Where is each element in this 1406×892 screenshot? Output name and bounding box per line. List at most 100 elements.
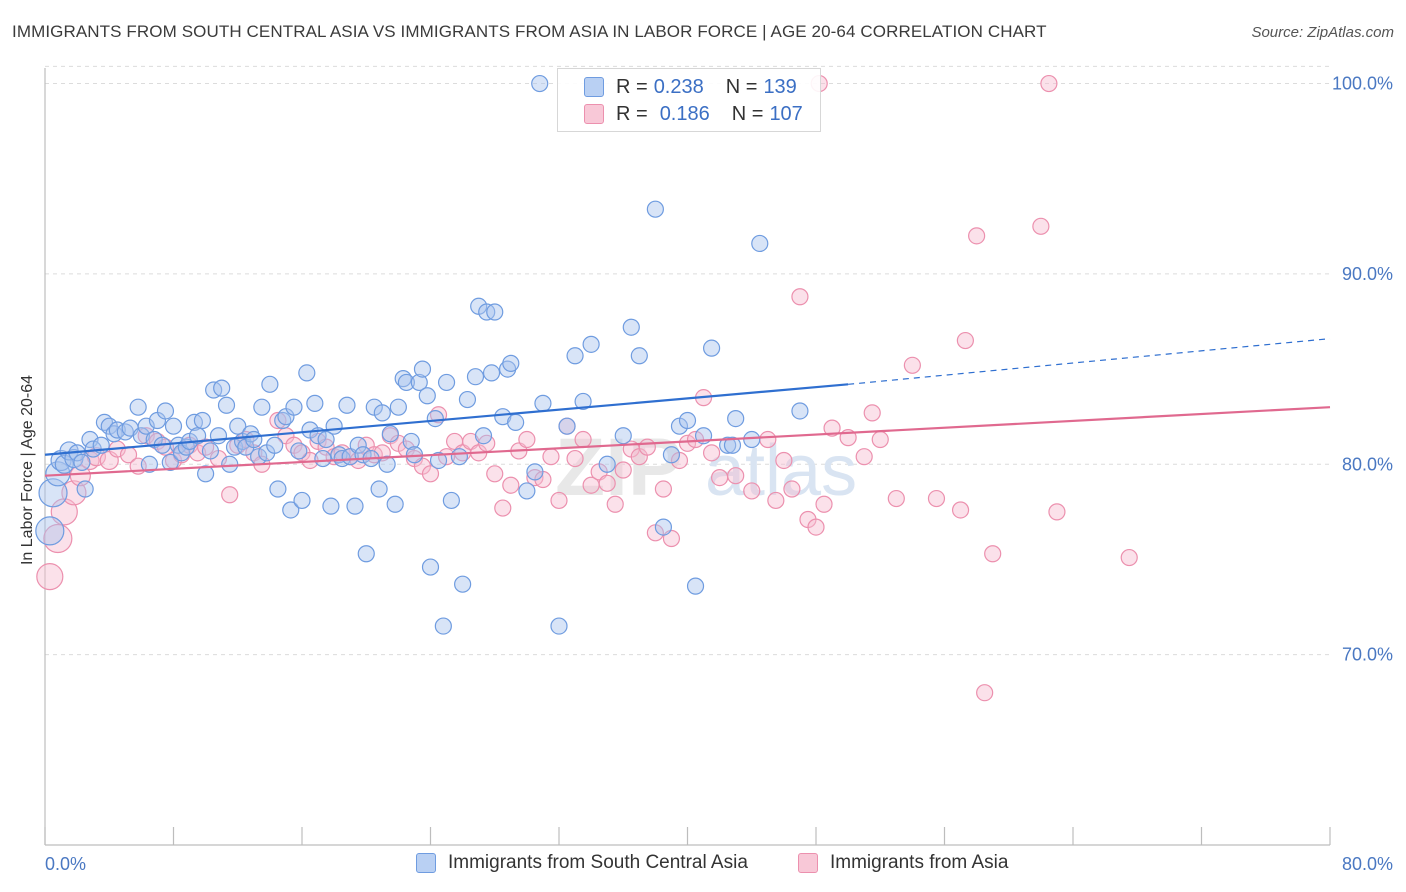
data-point-south-central-asia xyxy=(526,463,544,481)
data-point-south-central-asia xyxy=(346,497,364,515)
data-point-south-central-asia xyxy=(426,409,444,428)
data-point-south-central-asia xyxy=(76,480,94,498)
data-point-asia xyxy=(855,448,873,466)
data-point-asia xyxy=(727,467,745,485)
data-point-asia xyxy=(606,495,624,513)
data-point-south-central-asia xyxy=(282,501,300,519)
data-point-south-central-asia xyxy=(751,234,769,253)
data-point-south-central-asia xyxy=(437,373,456,392)
data-point-asia xyxy=(61,480,87,506)
data-point-south-central-asia xyxy=(486,303,504,321)
data-point-asia xyxy=(711,469,729,487)
data-point-asia xyxy=(976,684,994,702)
data-point-south-central-asia xyxy=(140,455,159,473)
data-point-asia xyxy=(1040,74,1058,93)
data-point-south-central-asia xyxy=(209,427,228,445)
data-point-south-central-asia xyxy=(217,396,236,414)
data-point-south-central-asia xyxy=(502,354,520,372)
series-legend-item-asia: Immigrants from Asia xyxy=(798,852,1008,874)
data-point-south-central-asia xyxy=(378,455,396,473)
data-point-south-central-asia xyxy=(269,480,287,498)
series-legend-label: Immigrants from Asia xyxy=(830,852,1009,873)
watermark-atlas: atlas xyxy=(705,431,857,511)
data-point-south-central-asia xyxy=(418,387,436,405)
y-tick-labels: 70.0% 80.0% 90.0% 100.0% xyxy=(1332,74,1393,665)
legend-row-south-central-asia: R = 0.238 N = 139 xyxy=(584,75,797,99)
data-point-south-central-asia xyxy=(622,318,640,336)
legend-swatch-pink xyxy=(584,104,604,124)
y-tick-label: 90.0% xyxy=(1342,264,1393,284)
data-point-south-central-asia xyxy=(702,339,721,357)
data-point-south-central-asia xyxy=(314,449,332,468)
data-point-asia xyxy=(50,498,78,526)
source-credit: Source: ZipAtlas.com xyxy=(1251,24,1394,41)
data-point-south-central-asia xyxy=(434,617,452,635)
legend-n-value: 107 xyxy=(769,102,803,125)
data-point-asia xyxy=(743,482,761,500)
data-point-asia xyxy=(494,499,512,517)
data-point-asia xyxy=(598,474,616,492)
data-point-south-central-asia xyxy=(534,394,552,412)
data-point-south-central-asia xyxy=(306,394,324,412)
data-point-south-central-asia xyxy=(370,480,388,498)
legend-n-label: N = xyxy=(731,102,764,125)
data-point-south-central-asia xyxy=(598,455,616,473)
series-legend: Immigrants from South Central Asia Immig… xyxy=(0,852,1406,876)
data-point-asia xyxy=(43,523,73,554)
data-point-asia xyxy=(654,480,673,498)
data-point-asia xyxy=(783,480,801,498)
data-point-south-central-asia xyxy=(723,436,742,454)
data-point-south-central-asia xyxy=(402,432,420,451)
data-point-south-central-asia xyxy=(389,398,407,416)
data-point-south-central-asia xyxy=(474,427,493,445)
data-point-south-central-asia xyxy=(193,411,212,430)
data-point-asia xyxy=(269,411,287,430)
series-legend-swatch-blue xyxy=(416,853,436,873)
data-point-south-central-asia xyxy=(574,392,592,411)
data-point-asia xyxy=(863,404,881,422)
data-point-south-central-asia xyxy=(413,360,432,378)
data-point-asia xyxy=(984,545,1002,563)
data-point-south-central-asia xyxy=(338,396,356,414)
trend-line-asia xyxy=(44,406,1331,477)
data-point-south-central-asia xyxy=(482,364,501,382)
legend-n-value: 139 xyxy=(763,75,797,98)
data-point-south-central-asia xyxy=(582,335,600,353)
data-point-south-central-asia xyxy=(614,427,632,445)
data-point-asia xyxy=(486,465,504,483)
data-point-south-central-asia xyxy=(421,558,440,576)
data-point-asia xyxy=(927,489,946,508)
data-point-south-central-asia xyxy=(253,398,271,416)
data-point-south-central-asia xyxy=(646,200,664,218)
data-point-south-central-asia xyxy=(349,436,367,454)
data-point-south-central-asia xyxy=(466,368,485,386)
trend-line-south-central-asia xyxy=(44,383,849,456)
data-point-asia xyxy=(574,430,592,449)
data-point-south-central-asia xyxy=(743,430,761,449)
data-point-south-central-asia xyxy=(188,427,207,445)
data-point-south-central-asia xyxy=(531,74,549,93)
data-point-south-central-asia xyxy=(397,373,416,392)
data-point-south-central-asia xyxy=(266,436,284,454)
series-asia-points xyxy=(36,74,1138,702)
data-point-asia xyxy=(550,491,568,510)
data-point-asia xyxy=(956,331,974,350)
data-point-south-central-asia xyxy=(507,413,525,431)
data-point-asia xyxy=(1120,548,1138,567)
data-point-asia xyxy=(871,430,889,449)
data-point-asia xyxy=(903,356,921,374)
data-point-south-central-asia xyxy=(213,379,231,397)
data-point-south-central-asia xyxy=(293,491,311,510)
series-legend-item-south-central-asia: Immigrants from South Central Asia xyxy=(416,852,748,874)
data-point-south-central-asia xyxy=(373,404,391,422)
data-point-south-central-asia xyxy=(381,425,399,443)
data-point-south-central-asia xyxy=(132,427,150,445)
data-point-south-central-asia xyxy=(229,417,247,435)
data-point-south-central-asia xyxy=(662,446,681,464)
data-point-asia xyxy=(566,449,584,468)
correlation-legend: R = 0.238 N = 139 R = 0.186 N = 107 xyxy=(557,68,821,132)
y-tick-label: 100.0% xyxy=(1332,74,1393,94)
x-tick-labels: 0.0% 80.0% xyxy=(45,854,1393,874)
data-point-south-central-asia xyxy=(322,497,340,515)
axes xyxy=(44,68,1331,846)
